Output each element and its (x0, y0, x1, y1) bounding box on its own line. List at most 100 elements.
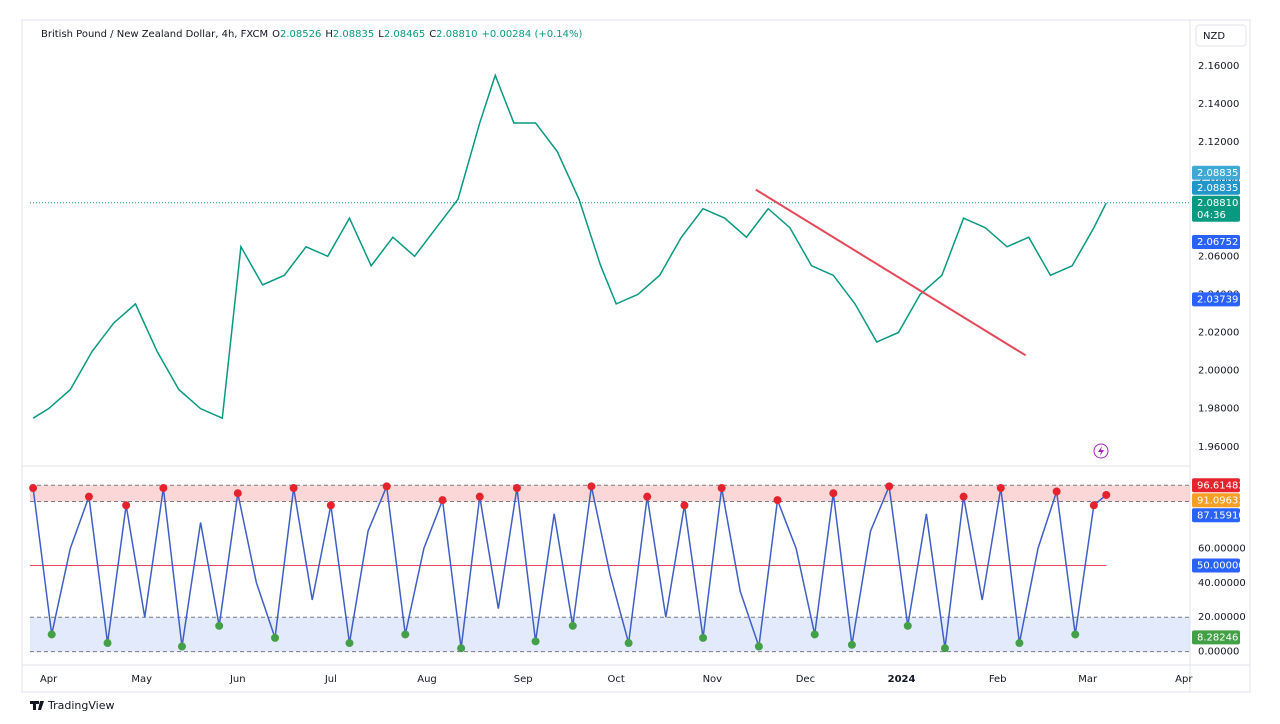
extreme-dot (326, 501, 335, 510)
extreme-dot (457, 644, 466, 653)
alert-icon[interactable] (1093, 443, 1109, 459)
y-tick-label: 2.10000 (1198, 175, 1239, 186)
extreme-dot (512, 484, 521, 493)
extreme-dot (699, 633, 708, 642)
y-tick-label: 2.16000 (1198, 61, 1239, 72)
extreme-dot (122, 501, 131, 510)
extreme-dot (1052, 487, 1061, 496)
ohlc-value: 2.08465 (384, 29, 425, 40)
extreme-dot (587, 482, 596, 491)
price-tag (1192, 478, 1240, 493)
extreme-dot (345, 639, 354, 648)
extreme-dot (159, 484, 168, 493)
price-tag-label: 8.28246 (1197, 632, 1238, 643)
extreme-dot (233, 489, 242, 498)
extreme-dot (401, 630, 410, 639)
extreme-dot (438, 496, 447, 505)
x-tick-label: Jun (229, 674, 246, 685)
extreme-dot (847, 640, 856, 649)
price-tag-label: 2.08835 (1197, 183, 1238, 194)
change: +0.00284 (+0.14%) (482, 29, 583, 40)
tradingview-logo (30, 701, 44, 710)
price-tag-label: 2.06752 (1197, 237, 1238, 248)
extreme-dot (940, 644, 949, 653)
zone (30, 485, 1190, 502)
y-tick-label: 2.00000 (1198, 366, 1239, 377)
extreme-dot (643, 492, 652, 501)
symbol-header: British Pound / New Zealand Dollar, 4h, … (41, 29, 582, 40)
extreme-dot (568, 621, 577, 630)
extreme-dot (531, 637, 540, 646)
extreme-dot (215, 621, 224, 630)
y-tick-label: 60.00000 (1198, 543, 1246, 554)
extreme-dot (680, 501, 689, 510)
ohlc-value: 2.08810 (436, 29, 477, 40)
brand: TradingView (47, 699, 114, 712)
extreme-dot (382, 482, 391, 491)
y-tick-label: 0.00000 (1198, 647, 1239, 658)
extreme-dot (84, 492, 93, 501)
extreme-dot (1089, 501, 1098, 510)
price-tag-label: 91.09633 (1197, 495, 1245, 506)
x-tick-label: Mar (1078, 674, 1098, 685)
y-tick-label: 20.00000 (1198, 612, 1246, 623)
price-tag-label: 50.00000 (1197, 561, 1245, 572)
extreme-dot (885, 482, 894, 491)
price-tag (1192, 493, 1240, 508)
price-tag (1192, 180, 1240, 195)
price-tag (1192, 508, 1240, 523)
price-tag-label: 87.15910 (1197, 510, 1245, 521)
x-tick-label: Oct (608, 674, 625, 685)
extreme-dot (717, 484, 726, 493)
price-tag (1192, 165, 1240, 180)
extreme-dot (271, 633, 280, 642)
extreme-dot (1102, 490, 1111, 499)
extreme-dot (475, 492, 484, 501)
x-tick-label: Dec (796, 674, 815, 685)
extreme-dot (1015, 639, 1024, 648)
y-tick-label: 1.96000 (1198, 442, 1239, 453)
extreme-dot (996, 484, 1005, 493)
x-tick-label: 2024 (888, 674, 916, 685)
extreme-dot (754, 642, 763, 651)
x-tick-label: Sep (514, 674, 533, 685)
series-line (32, 73, 1107, 420)
price-tag-label: 2.08810 (1197, 198, 1238, 209)
x-tick-label: Apr (1175, 674, 1193, 685)
y-tick-label: 2.14000 (1198, 99, 1239, 110)
ohlc-label: L (378, 29, 384, 40)
price-tag-label: 2.08835 (1197, 168, 1238, 179)
symbol: British Pound / New Zealand Dollar, 4h, … (41, 29, 268, 40)
ohlc-value: 2.08835 (333, 29, 374, 40)
x-tick-label: Aug (417, 674, 437, 685)
countdown: 04:36 (1197, 210, 1226, 221)
ohlc-label: O (272, 29, 280, 40)
extreme-dot (29, 484, 38, 493)
y-tick-label: 40.00000 (1198, 578, 1246, 589)
ohlc-value: 2.08526 (280, 29, 321, 40)
extreme-dot (177, 642, 186, 651)
alert-icon-bolt (1098, 446, 1104, 456)
extreme-dot (624, 639, 633, 648)
zone (30, 617, 1190, 652)
ohlc-label: H (325, 29, 333, 40)
y-tick-label: 1.98000 (1198, 404, 1239, 415)
extreme-dot (1071, 630, 1080, 639)
price-tag (1192, 558, 1240, 573)
x-tick-label: Feb (989, 674, 1007, 685)
price-tag (1192, 234, 1240, 249)
ohlc-label: C (429, 29, 436, 40)
y-tick-label: 2.02000 (1198, 327, 1239, 338)
price-tag (1192, 292, 1240, 307)
currency-button[interactable] (1195, 24, 1247, 47)
trendline (755, 188, 1027, 357)
price-tag-label: 2.03739 (1197, 294, 1238, 305)
x-tick-label: Nov (703, 674, 723, 685)
extreme-dot (829, 489, 838, 498)
x-tick-label: Jul (324, 674, 337, 685)
y-tick-label: 2.12000 (1198, 137, 1239, 148)
currency[interactable]: NZD (1203, 31, 1225, 42)
extreme-dot (103, 639, 112, 648)
price-tag-label: 96.61482 (1197, 480, 1245, 491)
